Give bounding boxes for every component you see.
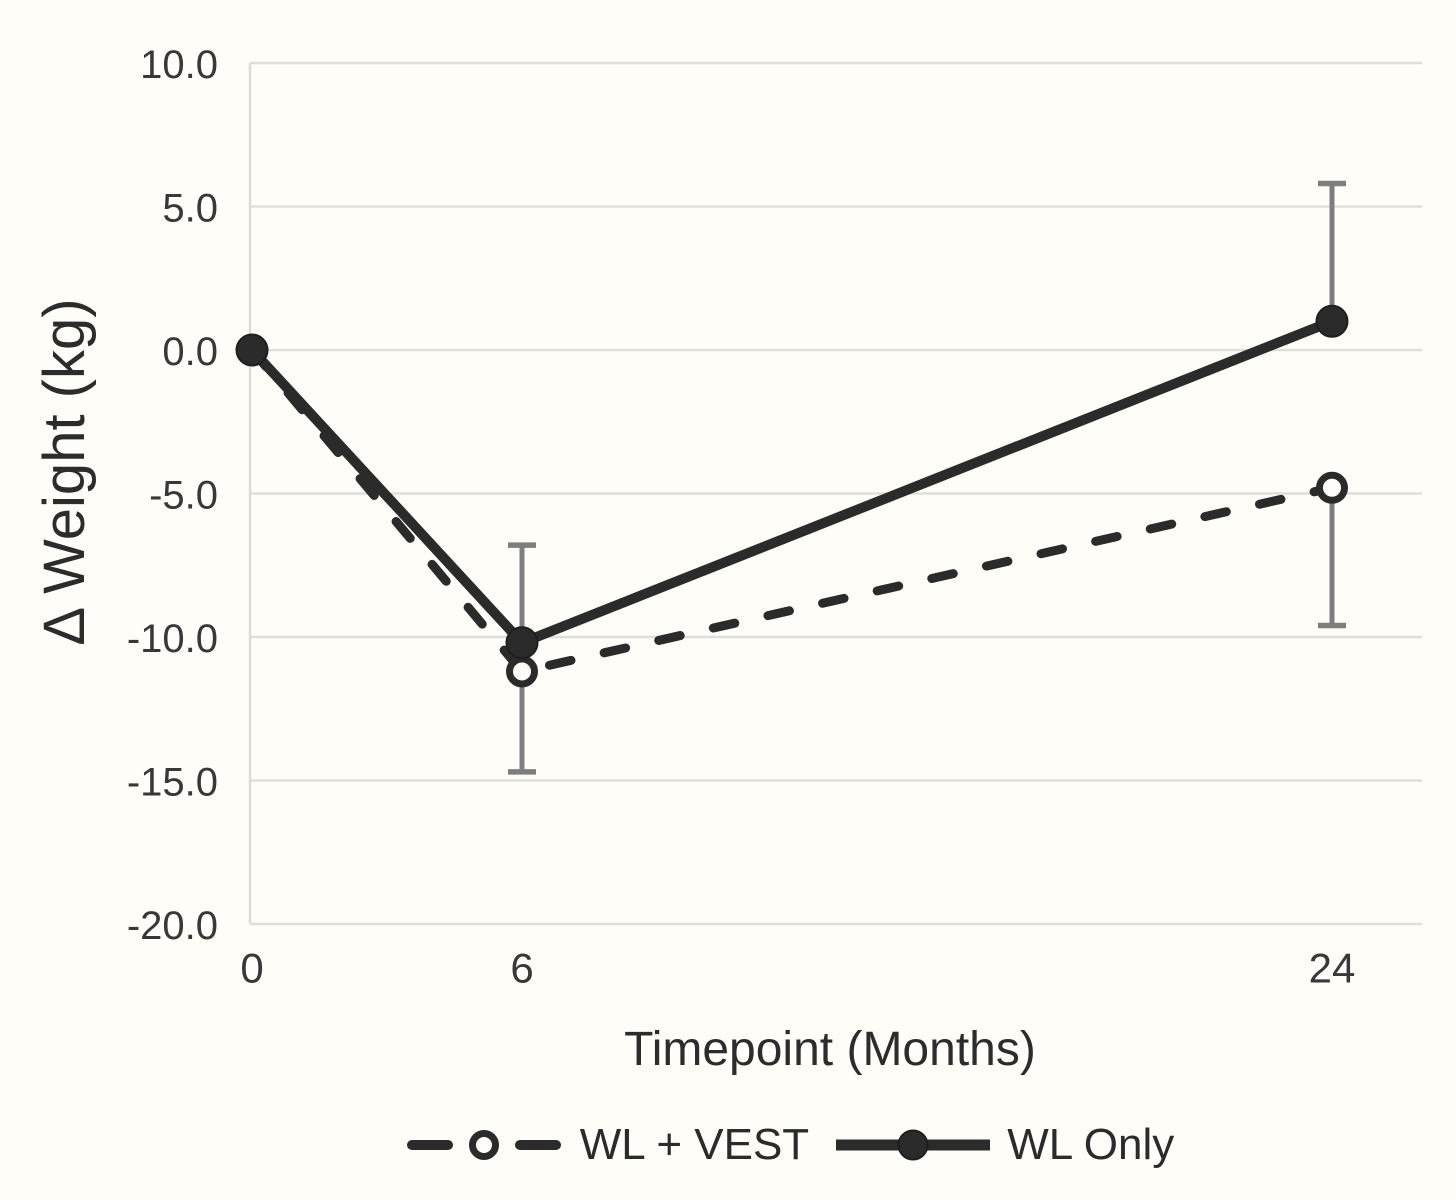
x-tick-label: 6 bbox=[510, 945, 533, 992]
marker-filled-circle bbox=[235, 333, 269, 367]
legend-item: WL Only bbox=[833, 1120, 1174, 1170]
marker-filled-circle bbox=[1315, 304, 1349, 338]
y-tick-label: 0.0 bbox=[162, 330, 218, 374]
y-tick-label: -10.0 bbox=[127, 617, 218, 661]
dashed-line-sample-icon bbox=[406, 1130, 561, 1160]
solid-line-sample-icon bbox=[836, 1129, 991, 1161]
x-tick-label: 0 bbox=[240, 945, 263, 992]
legend-label: WL + VEST bbox=[579, 1120, 810, 1169]
y-tick-label: -20.0 bbox=[127, 904, 218, 948]
series-line-wl-only bbox=[247, 316, 1337, 648]
y-tick-label: -5.0 bbox=[149, 474, 218, 518]
legend-item: WL + VEST bbox=[406, 1120, 809, 1170]
marker-open-circle bbox=[506, 655, 538, 688]
marker-open-circle bbox=[1316, 471, 1348, 504]
y-tick-label: -15.0 bbox=[127, 761, 218, 805]
legend: WL + VEST WL Only bbox=[124, 1108, 1456, 1182]
y-tick-label: 10.0 bbox=[140, 43, 218, 87]
legend-open-circle-marker bbox=[468, 1130, 499, 1160]
x-tick-label: 24 bbox=[1309, 945, 1356, 992]
marker-filled-circle bbox=[505, 626, 539, 660]
series-line-wl-vest bbox=[247, 345, 1337, 676]
y-tick-label: 5.0 bbox=[162, 187, 218, 231]
x-axis-title: Timepoint (Months) bbox=[624, 1023, 1036, 1076]
legend-label: WL Only bbox=[1007, 1120, 1175, 1169]
legend-filled-circle-marker bbox=[897, 1129, 929, 1161]
y-axis-title: Δ Weight (kg) bbox=[31, 298, 97, 646]
